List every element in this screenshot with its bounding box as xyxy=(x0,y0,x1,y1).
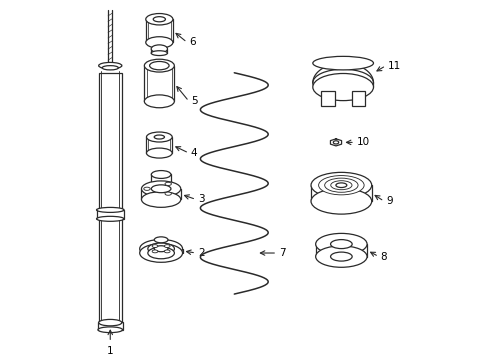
Ellipse shape xyxy=(164,250,170,253)
Ellipse shape xyxy=(152,250,158,253)
Ellipse shape xyxy=(316,233,367,255)
Ellipse shape xyxy=(148,247,174,259)
Ellipse shape xyxy=(144,187,150,190)
Ellipse shape xyxy=(145,59,174,72)
Ellipse shape xyxy=(148,243,174,255)
Ellipse shape xyxy=(318,176,364,195)
Text: 11: 11 xyxy=(388,60,401,71)
Ellipse shape xyxy=(147,132,172,142)
FancyBboxPatch shape xyxy=(98,322,122,330)
FancyBboxPatch shape xyxy=(321,91,335,105)
Ellipse shape xyxy=(97,216,124,221)
Ellipse shape xyxy=(325,178,358,192)
Text: 9: 9 xyxy=(386,196,392,206)
Text: 4: 4 xyxy=(191,148,197,158)
Ellipse shape xyxy=(151,171,171,179)
Ellipse shape xyxy=(153,17,166,22)
Ellipse shape xyxy=(142,192,181,207)
Ellipse shape xyxy=(151,51,168,55)
Ellipse shape xyxy=(333,141,339,144)
Ellipse shape xyxy=(147,148,172,158)
Ellipse shape xyxy=(102,66,119,70)
Ellipse shape xyxy=(154,237,168,243)
Ellipse shape xyxy=(336,183,347,188)
Ellipse shape xyxy=(146,14,173,25)
Ellipse shape xyxy=(313,73,373,100)
Ellipse shape xyxy=(97,207,124,212)
Ellipse shape xyxy=(140,239,183,258)
Text: 3: 3 xyxy=(198,194,204,204)
Ellipse shape xyxy=(146,37,173,48)
Ellipse shape xyxy=(331,252,352,261)
Text: 8: 8 xyxy=(381,252,387,262)
Ellipse shape xyxy=(313,69,373,96)
Ellipse shape xyxy=(98,62,122,69)
Ellipse shape xyxy=(151,185,171,193)
FancyBboxPatch shape xyxy=(98,73,122,323)
Ellipse shape xyxy=(313,57,373,70)
Ellipse shape xyxy=(164,245,170,248)
FancyBboxPatch shape xyxy=(352,91,365,105)
Text: 5: 5 xyxy=(191,96,197,106)
Ellipse shape xyxy=(142,181,181,197)
Ellipse shape xyxy=(165,182,172,185)
Ellipse shape xyxy=(151,45,168,53)
Text: 7: 7 xyxy=(279,248,286,258)
Ellipse shape xyxy=(311,188,372,214)
Ellipse shape xyxy=(152,245,158,248)
Ellipse shape xyxy=(140,244,183,262)
Ellipse shape xyxy=(331,240,352,249)
Ellipse shape xyxy=(98,319,122,326)
Text: 10: 10 xyxy=(357,138,370,147)
Ellipse shape xyxy=(311,172,372,198)
Ellipse shape xyxy=(165,192,172,195)
Ellipse shape xyxy=(149,62,169,70)
Ellipse shape xyxy=(154,135,165,139)
FancyBboxPatch shape xyxy=(97,210,124,219)
Ellipse shape xyxy=(316,246,367,267)
Ellipse shape xyxy=(154,246,168,252)
Text: 2: 2 xyxy=(198,248,204,258)
Ellipse shape xyxy=(331,181,352,190)
Text: 1: 1 xyxy=(107,346,114,356)
Ellipse shape xyxy=(145,95,174,108)
Ellipse shape xyxy=(98,327,122,333)
Text: 6: 6 xyxy=(189,37,196,48)
